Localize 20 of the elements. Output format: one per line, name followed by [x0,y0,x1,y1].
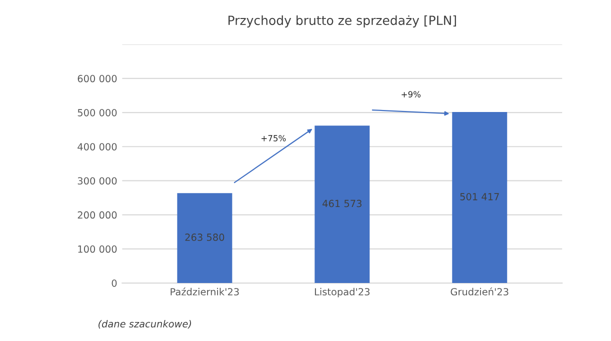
y-tick-label: 500 000 [78,109,117,116]
bar [452,112,508,284]
bar [314,126,370,284]
x-tick-label: Listopad'23 [314,288,370,298]
annotation: +9% [402,91,421,98]
y-tick-label: 300 000 [78,177,117,185]
y-tick-label: 0 [112,280,117,287]
text: (dane szacunkowe) [98,320,192,329]
data-label: 263 580 [185,234,224,241]
bar [177,193,232,284]
y-tick-label: 200 000 [78,211,117,219]
annotation: +75% [262,135,286,142]
y-tick-label: 400 000 [78,143,117,150]
chart-title: Przychody brutto ze sprzedaży [PLN] [228,15,456,28]
data-label: 501 417 [460,193,499,200]
x-tick-label: Październik'23 [170,288,239,296]
y-tick-label: 100 000 [78,245,117,253]
x-tick-label: Grudzień'23 [450,288,508,296]
data-label: 461 573 [322,200,362,208]
y-tick-label: 600 000 [78,74,117,82]
